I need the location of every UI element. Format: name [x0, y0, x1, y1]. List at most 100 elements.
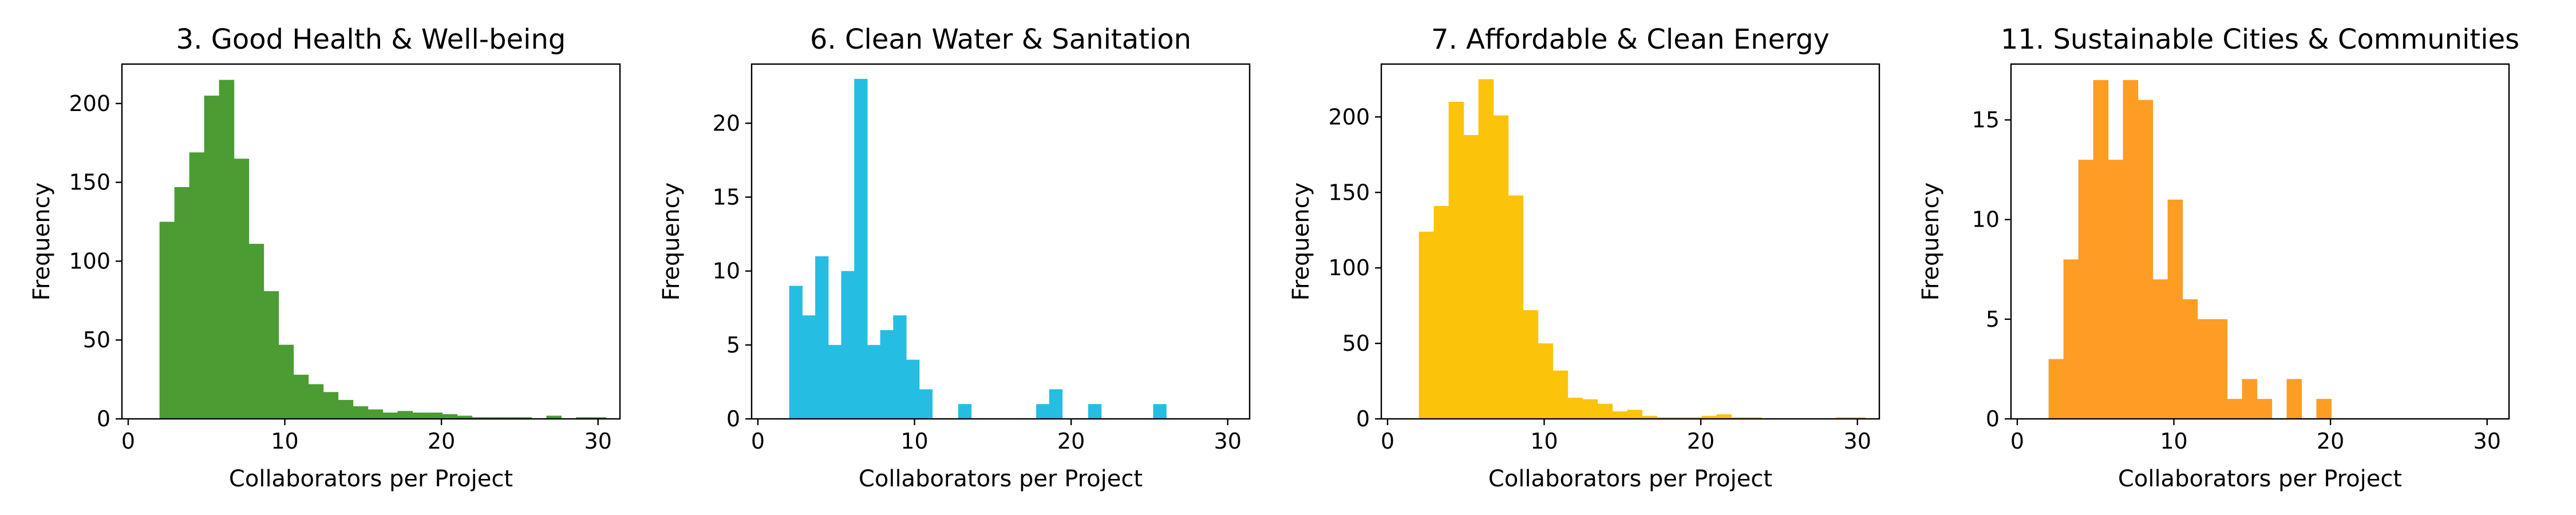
- histogram-bar: [263, 291, 279, 419]
- histogram-bar: [867, 344, 881, 419]
- histogram-bar: [1582, 399, 1598, 419]
- y-tick-label: 5: [1986, 307, 2000, 332]
- histogram-bar: [159, 221, 175, 419]
- chart-title: 7. Affordable & Clean Energy: [1431, 23, 1830, 56]
- histogram-bar: [412, 412, 428, 419]
- y-tick-label: 150: [1328, 180, 1370, 205]
- x-tick-label: 30: [584, 429, 612, 454]
- histogram-bar: [204, 96, 220, 419]
- histogram-bar: [1627, 410, 1643, 419]
- histogram-bar: [338, 399, 354, 419]
- histogram-bar: [2227, 399, 2243, 419]
- y-tick-label: 5: [726, 332, 740, 358]
- chart-title: 3. Good Health & Well-being: [176, 23, 566, 56]
- histogram-bar: [1478, 79, 1494, 419]
- histogram-bar: [2048, 359, 2064, 419]
- histogram-bar: [1672, 417, 1688, 419]
- histogram-bar: [906, 359, 920, 419]
- y-tick-label: 15: [713, 185, 740, 210]
- histogram-bar: [457, 415, 473, 419]
- histogram-bar: [1538, 343, 1554, 419]
- y-tick-label: 150: [69, 170, 110, 195]
- histogram-bar: [219, 80, 235, 419]
- histogram-bar: [2093, 80, 2109, 419]
- histogram-bar: [1716, 414, 1732, 419]
- histogram-bar: [1731, 417, 1747, 419]
- histogram-bar: [472, 417, 488, 419]
- histogram-bar: [1088, 404, 1102, 419]
- histogram-bar: [397, 411, 413, 419]
- histogram-bar: [501, 417, 517, 419]
- histogram-bar: [1642, 415, 1658, 419]
- y-axis-label: Frequency: [29, 183, 55, 301]
- y-tick-label: 100: [69, 248, 110, 274]
- plot-frame: [750, 63, 1251, 420]
- histogram-bar: [2063, 259, 2079, 419]
- histogram-bar: [1701, 415, 1717, 419]
- histogram-bar: [2257, 399, 2273, 419]
- x-tick-label: 30: [1214, 429, 1242, 454]
- x-tick-label: 30: [1844, 429, 1871, 454]
- histogram-bar: [789, 286, 803, 419]
- y-tick-label: 15: [1972, 108, 2000, 133]
- y-tick-label: 200: [69, 91, 110, 116]
- y-axis-label: Frequency: [658, 183, 685, 301]
- x-tick-label: 30: [2474, 429, 2501, 454]
- histogram-bar: [368, 409, 384, 419]
- histogram-bar: [2078, 160, 2094, 419]
- histogram-bar: [442, 414, 458, 419]
- histogram-bar: [2212, 319, 2228, 419]
- histogram-bar: [815, 256, 829, 419]
- histogram-bar: [487, 417, 503, 419]
- x-tick-label: 10: [1530, 429, 1558, 454]
- histogram-bar: [1508, 195, 1524, 419]
- x-tick-label: 0: [751, 429, 765, 454]
- histogram-bar: [1523, 310, 1539, 419]
- y-tick-label: 50: [83, 327, 110, 352]
- histogram-bar: [1419, 231, 1435, 419]
- histogram-bar: [1463, 135, 1479, 419]
- plot-frame: [2010, 63, 2510, 420]
- x-tick-label: 10: [900, 429, 928, 454]
- subplot-1: 0 10 20 30 0 50 100 150 200 3. Good Health & Well…: [29, 23, 621, 492]
- y-tick-label: 0: [1986, 406, 2000, 431]
- x-axis-label: Collaborators per Project: [859, 466, 1143, 492]
- plot-frame: [121, 63, 621, 420]
- histogram-bar: [2138, 100, 2154, 419]
- histogram-bar: [1036, 404, 1050, 419]
- y-tick-label: 100: [1328, 255, 1370, 280]
- x-tick-label: 20: [2317, 429, 2344, 454]
- histogram-bar: [802, 315, 816, 419]
- histogram-bar: [1153, 404, 1167, 419]
- plot-frame: [1380, 63, 1880, 420]
- histogram-bar: [1049, 389, 1063, 419]
- histogram-bar: [2182, 299, 2198, 419]
- histogram-bar: [828, 344, 842, 419]
- chart-title: 6. Clean Water & Sanitation: [810, 23, 1191, 56]
- y-tick-label: 0: [97, 406, 110, 431]
- histogram-bar: [1746, 417, 1762, 419]
- x-axis-label: Collaborators per Project: [1488, 466, 1772, 492]
- x-tick-label: 20: [1687, 429, 1714, 454]
- y-tick-label: 0: [1356, 406, 1370, 431]
- x-tick-label: 0: [121, 429, 135, 454]
- histogram-bar: [2316, 399, 2332, 419]
- histogram-bar: [1835, 417, 1851, 419]
- y-tick-label: 50: [1342, 331, 1370, 356]
- x-tick-label: 20: [1057, 429, 1085, 454]
- histogram-bar: [1448, 101, 1464, 419]
- histogram-bar: [1552, 370, 1568, 419]
- x-tick-label: 10: [2160, 429, 2187, 454]
- histogram-bar: [576, 417, 591, 419]
- histogram-bar: [427, 412, 443, 419]
- subplot-4: 0 10 20 30 0 5 10 15 11. Sustainable Cities & Co…: [1918, 23, 2519, 492]
- y-tick-label: 200: [1328, 104, 1370, 129]
- y-tick-label: 20: [713, 110, 740, 136]
- histogram-bar: [2123, 80, 2139, 419]
- histogram-bar: [2167, 199, 2183, 419]
- histogram-bar: [189, 152, 205, 419]
- histogram-bar: [1567, 398, 1583, 419]
- x-axis-label: Collaborators per Project: [229, 466, 513, 492]
- histogram-bar: [893, 315, 907, 419]
- x-tick-label: 10: [271, 429, 298, 454]
